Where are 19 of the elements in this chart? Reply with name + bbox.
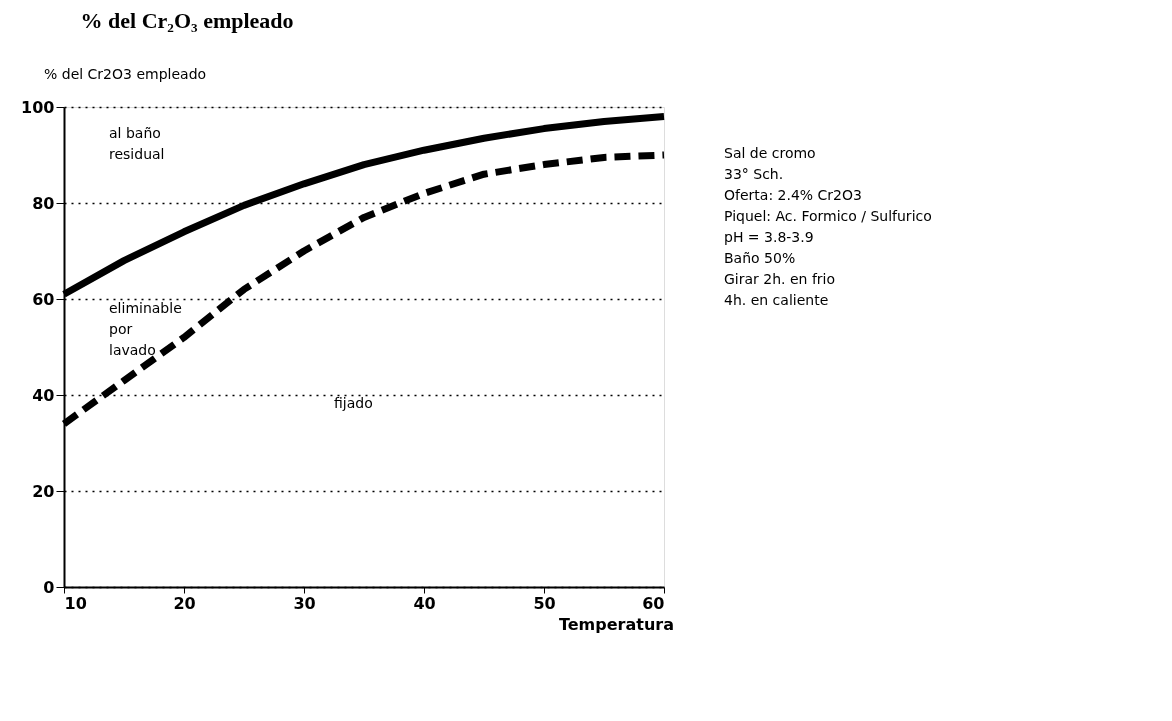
y-tick-label: 100 [21, 97, 55, 117]
annotation: fijado [334, 395, 373, 411]
x-tick-label: 30 [293, 593, 316, 613]
y-tick-label: 0 [43, 577, 55, 597]
x-tick-label: 50 [533, 593, 556, 613]
y-tick-label: 60 [32, 289, 55, 309]
text: Sal de cromo 33° Sch. Oferta: 2.4% Cr2O3 Piquel: Ac. Formico / Sulfurico pH = 3.8-3.9 Baño 50% Girar 2h. en frio 4h. en caliente [724, 145, 932, 308]
y-tick-label: 20 [32, 481, 55, 501]
y-axis-title: % del Cr2O3 empleado [44, 66, 207, 82]
x-tick-label: 10 [64, 593, 87, 613]
annotation: al baño residual [109, 125, 165, 162]
chart-title: % del Cr₂O₃ empleado [80, 8, 294, 33]
x-tick-label: 20 [173, 593, 196, 613]
y-tick-label: 40 [32, 385, 55, 405]
x-axis-title: Temperatura [558, 615, 674, 634]
y-tick-label: 80 [32, 193, 55, 213]
x-tick-label: 60 [642, 593, 665, 613]
x-tick-label: 40 [413, 593, 436, 613]
annotation: eliminable por lavado [109, 300, 182, 358]
